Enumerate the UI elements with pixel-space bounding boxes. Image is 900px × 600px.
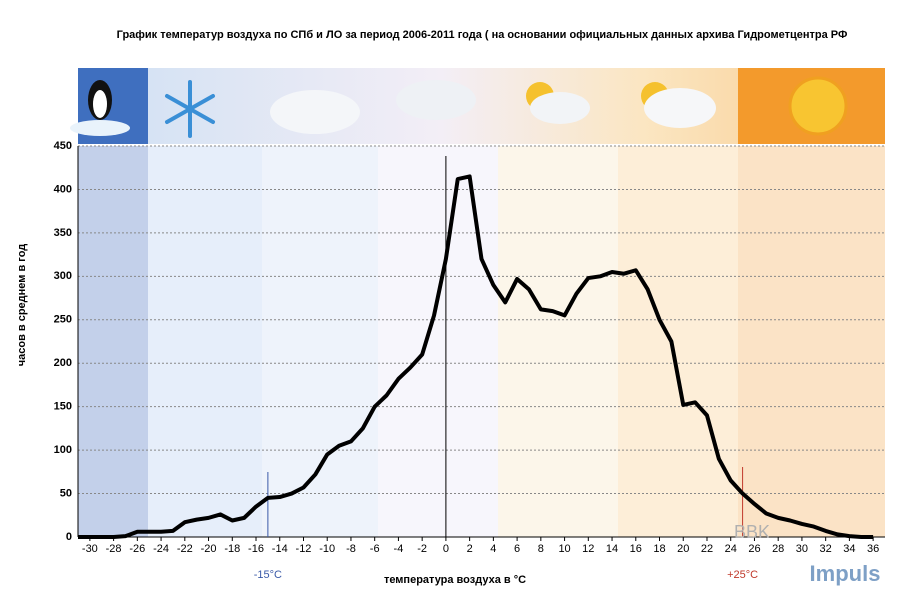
band [262,146,378,537]
x-tick-label: 30 [796,543,808,555]
band [78,146,148,537]
x-tick-label: -4 [394,543,404,555]
x-tick-label: -20 [201,543,217,555]
x-tick-label: 20 [677,543,689,555]
x-tick-label: 34 [843,543,855,555]
reference-label: +25°С [727,569,758,581]
x-tick-label: 10 [558,543,570,555]
y-tick-label: 150 [54,401,72,413]
x-tick-label: -24 [153,543,169,555]
x-tick-label: 4 [490,543,496,555]
header-icons [70,68,885,144]
x-tick-label: 16 [630,543,642,555]
x-tick-label: -2 [417,543,427,555]
x-tick-label: 6 [514,543,520,555]
y-tick-label: 350 [54,227,72,239]
x-tick-label: 14 [606,543,618,555]
reference-label: -15°С [254,569,282,581]
x-tick-label: 12 [582,543,594,555]
y-tick-label: 50 [60,487,72,499]
watermark: Impuls [810,561,881,586]
x-tick-label: 28 [772,543,784,555]
band [378,146,498,537]
x-tick-label: 32 [820,543,832,555]
y-axis-label: часов в среднем в год [16,244,28,367]
y-tick-label: 250 [54,314,72,326]
y-tick-label: 0 [66,531,72,543]
x-tick-label: -10 [319,543,335,555]
x-tick-label: -30 [82,543,98,555]
x-tick-label: -6 [370,543,380,555]
band [618,146,738,537]
watermark: BBK [734,522,770,542]
x-tick-label: -8 [346,543,356,555]
x-axis-label: температура воздуха в °С [384,574,526,586]
y-tick-label: 200 [54,357,72,369]
data-line [78,174,874,539]
y-tick-label: 450 [54,140,72,152]
x-tick-label: -28 [106,543,122,555]
x-tick-label: -26 [129,543,145,555]
x-tick-label: 22 [701,543,713,555]
chart-title: График температур воздуха по СПб и ЛО за… [117,29,848,41]
x-tick-label: -16 [248,543,264,555]
x-tick-label: 18 [653,543,665,555]
band [498,146,618,537]
x-tick-label: 8 [538,543,544,555]
x-tick-label: 0 [443,543,449,555]
x-tick-label: -18 [224,543,240,555]
background-bands [78,146,885,537]
y-tick-label: 100 [54,444,72,456]
x-tick-label: -14 [272,543,288,555]
x-tick-label: 26 [748,543,760,555]
x-tick-label: 36 [867,543,879,555]
y-tick-label: 400 [54,183,72,195]
x-tick-label: -22 [177,543,193,555]
band [738,146,885,537]
x-tick-label: -12 [296,543,312,555]
x-tick-label: 24 [725,543,737,555]
y-tick-label: 300 [54,270,72,282]
x-tick-label: 2 [467,543,473,555]
band [148,146,262,537]
